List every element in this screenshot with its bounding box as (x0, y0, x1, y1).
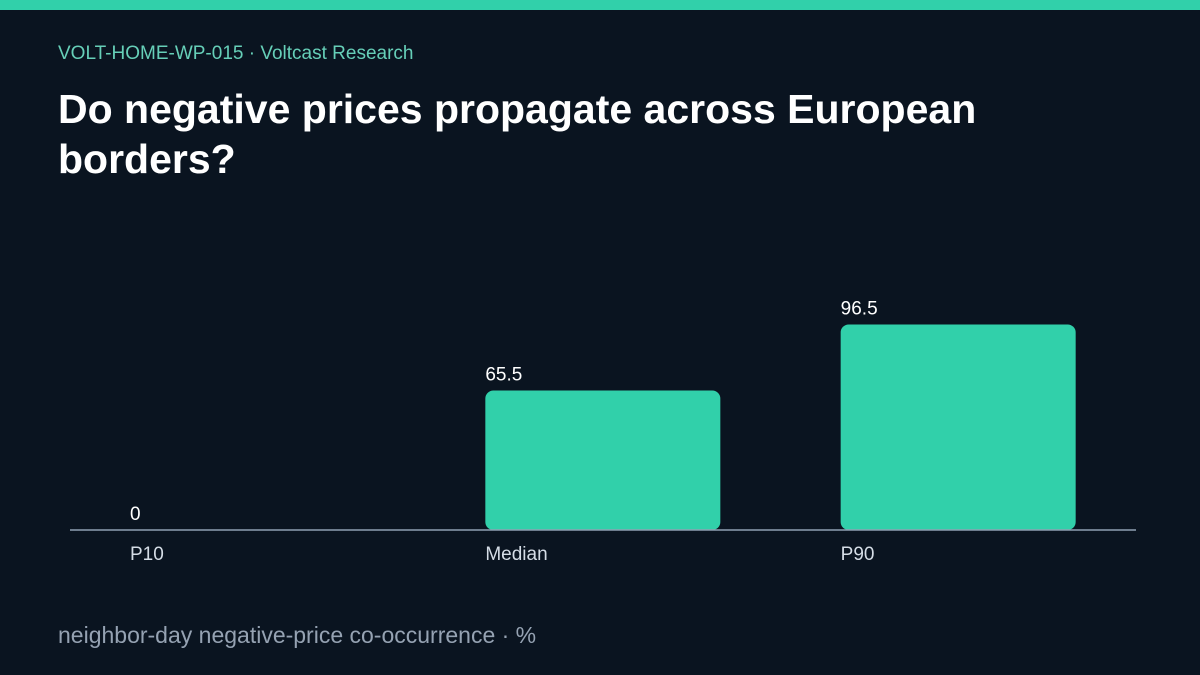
data-label-p10: 0 (130, 504, 141, 525)
bar-p90 (840, 324, 1076, 530)
report-kicker: VOLT-HOME-WP-015 · Voltcast Research (58, 43, 414, 64)
page-title: Do negative prices propagate across Euro… (58, 86, 977, 182)
top-accent-stripe (0, 0, 1200, 10)
x-tick-label-p10: P10 (130, 544, 164, 565)
bar-median (485, 390, 721, 530)
x-tick-label-median: Median (485, 544, 547, 565)
chart-units-note: neighbor-day negative-price co-occurrenc… (58, 622, 537, 648)
data-label-median: 65.5 (485, 364, 522, 385)
x-tick-label-p90: P90 (841, 544, 875, 565)
data-label-p90: 96.5 (841, 298, 878, 319)
